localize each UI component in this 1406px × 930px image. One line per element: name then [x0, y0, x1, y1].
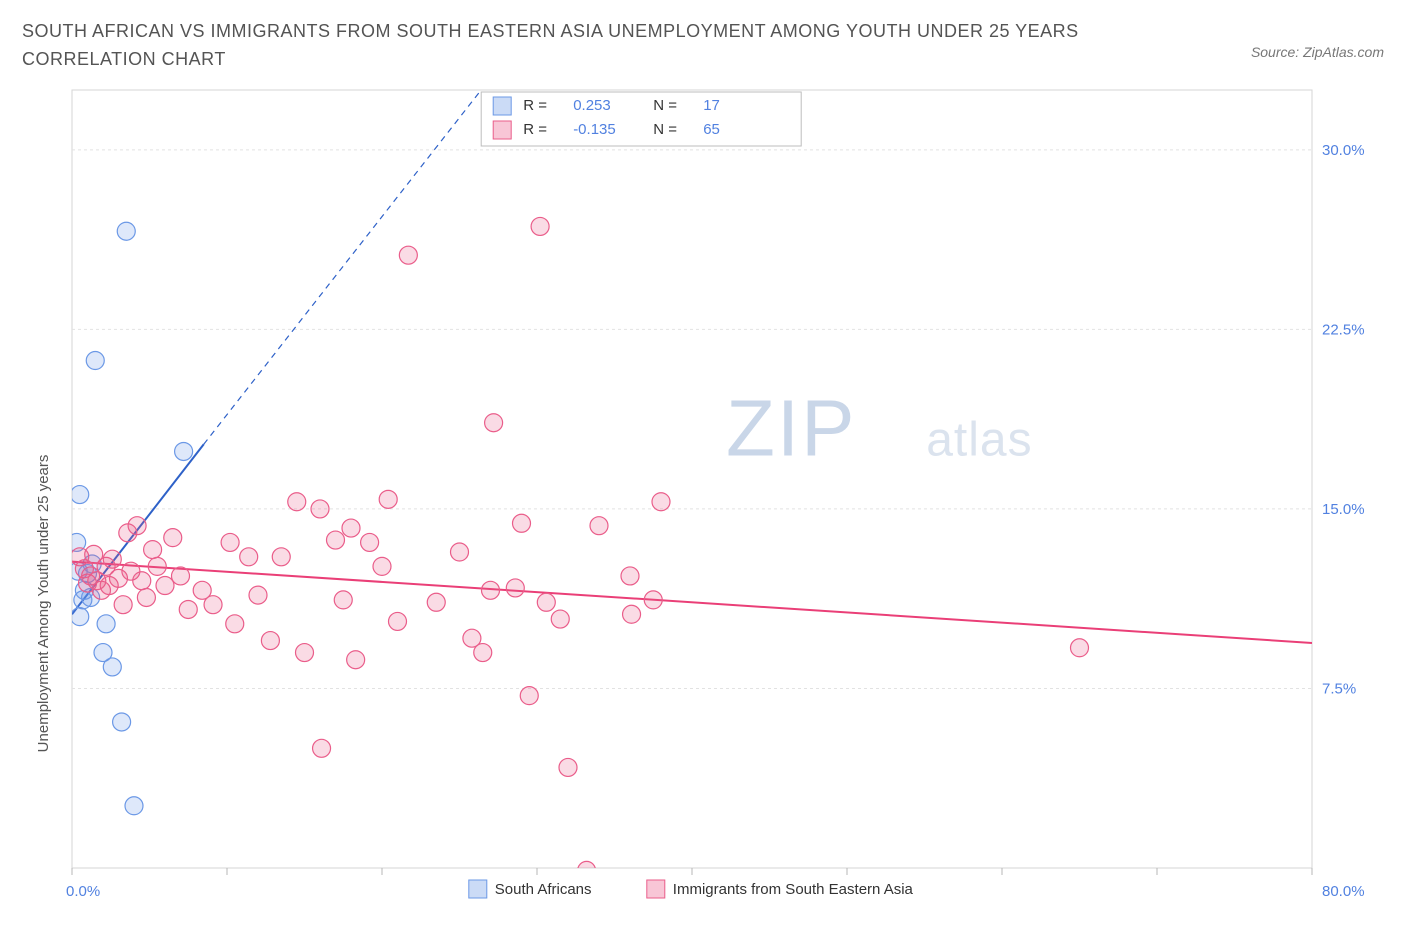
data-point: [114, 595, 132, 613]
data-point: [334, 591, 352, 609]
data-point: [272, 548, 290, 566]
data-point: [204, 595, 222, 613]
data-point: [175, 442, 193, 460]
data-point: [623, 605, 641, 623]
chart-svg: 7.5% 15.0% 22.5% 30.0% 0.0% 80.0% Unemployment…: [22, 80, 1384, 910]
data-point: [559, 758, 577, 776]
data-point: [125, 797, 143, 815]
data-point: [311, 500, 329, 518]
data-point: [249, 586, 267, 604]
legend-swatch: [647, 880, 665, 898]
data-point: [117, 222, 135, 240]
data-point: [578, 861, 596, 879]
y-tick-label: 30.0%: [1322, 142, 1365, 159]
data-point: [652, 493, 670, 511]
data-point: [327, 531, 345, 549]
data-point: [288, 493, 306, 511]
data-point: [399, 246, 417, 264]
data-point: [128, 516, 146, 534]
data-point: [551, 610, 569, 628]
data-point: [342, 519, 360, 537]
data-point: [621, 567, 639, 585]
data-point: [347, 651, 365, 669]
data-point: [537, 593, 555, 611]
data-point: [373, 557, 391, 575]
stats-value: 0.253: [573, 97, 611, 114]
data-point: [361, 533, 379, 551]
legend-label: South Africans: [495, 881, 592, 898]
x-tick-label: 80.0%: [1322, 883, 1365, 900]
data-point: [71, 485, 89, 503]
data-point: [261, 631, 279, 649]
stats-value: -0.135: [573, 121, 616, 138]
data-point: [86, 351, 104, 369]
legend-label: Immigrants from South Eastern Asia: [673, 881, 914, 898]
legend-swatch: [469, 880, 487, 898]
source-label: Source: ZipAtlas.com: [1251, 44, 1384, 60]
data-point: [485, 414, 503, 432]
data-point: [71, 607, 89, 625]
data-point: [313, 739, 331, 757]
data-point: [113, 713, 131, 731]
data-point: [590, 516, 608, 534]
data-point: [506, 579, 524, 597]
data-point: [97, 615, 115, 633]
data-point: [156, 576, 174, 594]
legend-swatch: [493, 97, 511, 115]
data-point: [226, 615, 244, 633]
data-point: [513, 514, 531, 532]
y-axis-title: Unemployment Among Youth under 25 years: [35, 454, 52, 752]
data-point: [172, 567, 190, 585]
data-point: [482, 581, 500, 599]
data-point: [164, 528, 182, 546]
stats-label: N =: [653, 97, 677, 114]
data-point: [221, 533, 239, 551]
watermark: ZIP: [726, 383, 856, 472]
data-point: [451, 543, 469, 561]
data-point: [520, 686, 538, 704]
data-point: [296, 643, 314, 661]
y-tick-label: 15.0%: [1322, 501, 1365, 518]
chart-title: SOUTH AFRICAN VS IMMIGRANTS FROM SOUTH E…: [22, 18, 1142, 74]
stats-label: R =: [523, 121, 547, 138]
stats-value: 65: [703, 121, 720, 138]
stats-label: R =: [523, 97, 547, 114]
chart-container: 7.5% 15.0% 22.5% 30.0% 0.0% 80.0% Unemployment…: [22, 80, 1384, 910]
data-point: [1071, 639, 1089, 657]
data-point: [137, 588, 155, 606]
stats-value: 17: [703, 97, 720, 114]
data-point: [103, 658, 121, 676]
data-point: [148, 557, 166, 575]
data-point: [531, 217, 549, 235]
stats-label: N =: [653, 121, 677, 138]
data-point: [240, 548, 258, 566]
data-point: [427, 593, 445, 611]
watermark: atlas: [926, 413, 1032, 466]
data-point: [474, 643, 492, 661]
y-tick-label: 22.5%: [1322, 321, 1365, 338]
data-point: [644, 591, 662, 609]
data-point: [144, 540, 162, 558]
data-point: [103, 550, 121, 568]
data-point: [379, 490, 397, 508]
data-point: [133, 572, 151, 590]
y-tick-label: 7.5%: [1322, 680, 1356, 697]
x-tick-label: 0.0%: [66, 883, 100, 900]
data-point: [389, 612, 407, 630]
data-point: [179, 600, 197, 618]
legend-swatch: [493, 121, 511, 139]
